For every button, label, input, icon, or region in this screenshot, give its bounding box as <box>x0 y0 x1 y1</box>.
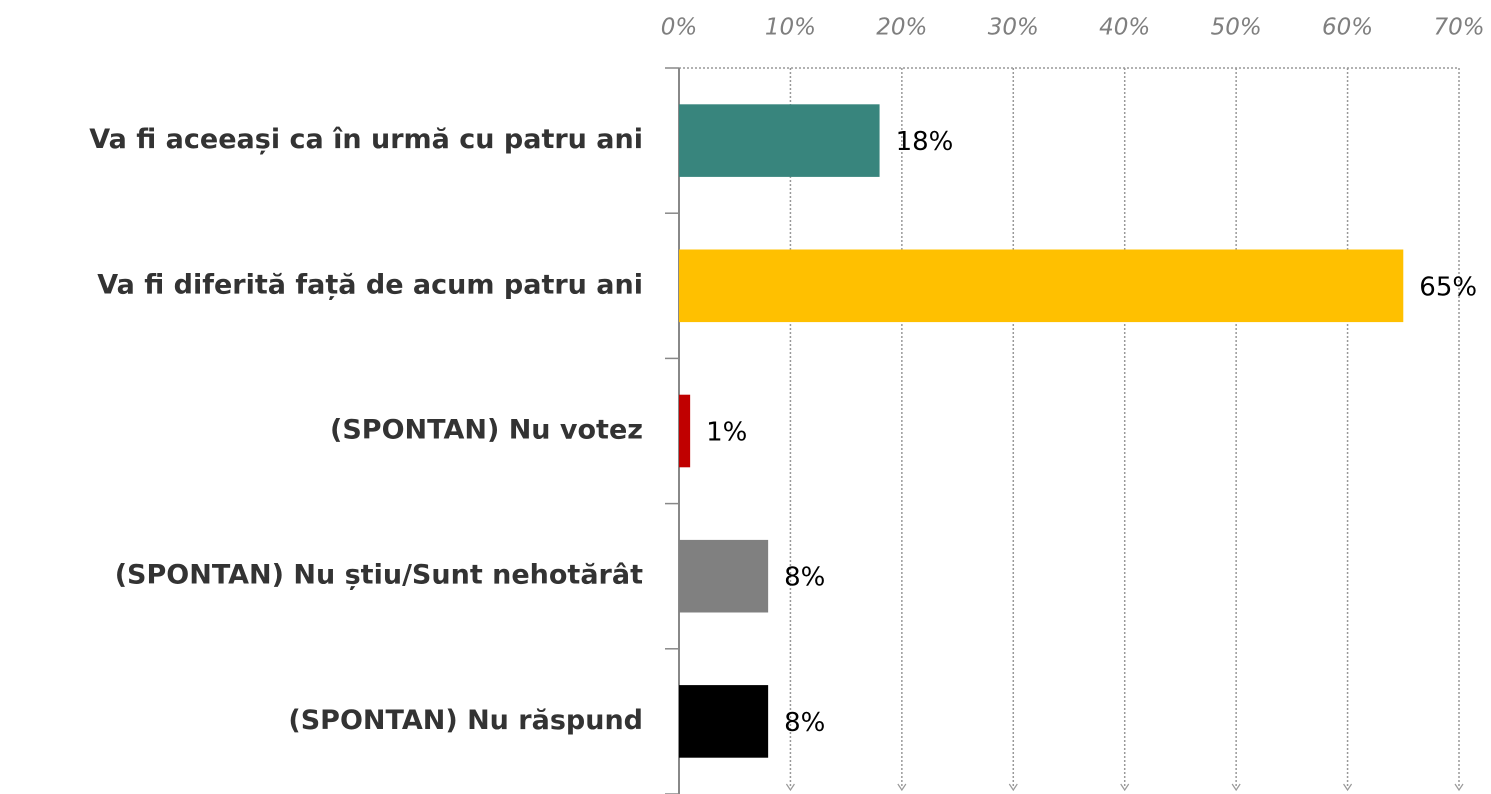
data-label: 1% <box>706 418 747 448</box>
grid-arrow <box>1231 783 1241 792</box>
grid-arrow <box>1120 783 1130 792</box>
category-label: Va fi diferită față de acum patru ani <box>97 269 643 300</box>
grid-arrow <box>1454 783 1464 792</box>
bar <box>679 539 769 613</box>
x-tick-label: 0% <box>661 15 698 41</box>
grid-arrow <box>1343 783 1353 792</box>
bar <box>679 104 880 177</box>
data-label: 8% <box>784 708 825 738</box>
grid-arrow <box>897 783 907 792</box>
x-tick-label: 60% <box>1322 15 1373 41</box>
grid-arrow <box>1008 783 1018 792</box>
bar <box>679 685 769 758</box>
x-tick-label: 50% <box>1211 15 1262 41</box>
data-label: 65% <box>1419 272 1477 302</box>
x-tick-label: 30% <box>988 15 1039 41</box>
category-label: Va fi aceeași ca în urmă cu patru ani <box>89 124 643 155</box>
x-tick-label: 40% <box>1099 15 1150 41</box>
x-tick-label: 10% <box>765 15 816 41</box>
grid-arrow <box>785 783 795 792</box>
category-label: (SPONTAN) Nu votez <box>330 415 643 446</box>
bar <box>679 394 691 468</box>
x-tick-label: 20% <box>876 15 927 41</box>
category-label: (SPONTAN) Nu știu/Sunt nehotărât <box>115 560 643 591</box>
bar <box>679 249 1404 323</box>
x-tick-label: 70% <box>1433 15 1484 41</box>
category-label: (SPONTAN) Nu răspund <box>288 705 643 736</box>
data-label: 8% <box>784 563 825 593</box>
data-label: 18% <box>896 127 954 157</box>
